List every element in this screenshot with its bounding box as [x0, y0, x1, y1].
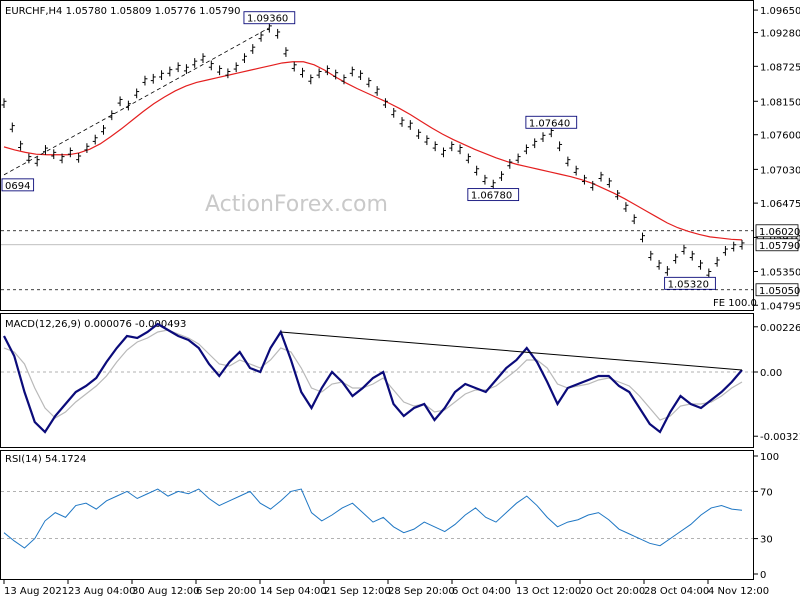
- rsi-panel-frame: [0, 450, 754, 580]
- price-annotation-label: 1.05320: [668, 279, 709, 290]
- x-axis-tick-label: 30 Aug 12:00: [132, 586, 199, 597]
- x-axis-tick-label: 4 Nov 12:00: [708, 586, 769, 597]
- current-price-label: 1.05790: [759, 241, 800, 252]
- macd-line: [3, 322, 743, 434]
- fe-label: FE 100.0: [713, 298, 757, 309]
- price-y-tick-label: 1.05350: [760, 268, 800, 279]
- price-y-tick-label: 1.09650: [760, 6, 800, 17]
- price-annotation-box: [525, 115, 578, 129]
- price-y-tick-label: 1.07030: [760, 165, 800, 176]
- rsi-y-tick-label: 100: [760, 452, 779, 463]
- price-annotation-box: [664, 276, 716, 290]
- price-level-box: [755, 224, 799, 238]
- x-axis-tick-label: 14 Sep 04:00: [260, 586, 327, 597]
- rsi-line: [3, 488, 743, 549]
- price-y-tick-label: 1.04795: [760, 301, 800, 312]
- rsi-y-tick-label: 30: [760, 535, 773, 546]
- x-axis-tick-label: 6 Sep 20:00: [196, 586, 256, 597]
- macd-signal-line: [3, 329, 743, 421]
- price-annotation-label: 1.09360: [247, 14, 288, 25]
- price-panel-frame: [0, 0, 754, 311]
- rsi-header: RSI(14) 54.1724: [5, 454, 86, 465]
- macd-y-tick-label: -0.003211: [760, 432, 800, 443]
- rsi-y-tick-label: 70: [760, 487, 773, 498]
- x-axis-tick-label: 13 Aug 2021: [4, 586, 68, 597]
- price-level-label: 1.06020: [759, 227, 800, 238]
- macd-y-tick-label: 0.00226: [760, 323, 800, 334]
- price-level-label: 1.05050: [759, 286, 800, 297]
- rsi-layer: 100 70 30 0: [1, 452, 779, 581]
- x-axis-tick-label: 23 Aug 04:00: [68, 586, 135, 597]
- price-annotation-box: [243, 11, 296, 25]
- price-layer: 1.09650 1.09280 1.08725 1.08150 1.07600 1.070…: [1, 6, 800, 312]
- price-annotation-label: 1.06780: [471, 191, 512, 202]
- price-annotation-box: [467, 188, 520, 202]
- x-axis-tick-label: 13 Oct 12:00: [516, 586, 581, 597]
- x-axis-tick-label: 28 Oct 04:00: [644, 586, 709, 597]
- price-annotation-label: 1.07640: [529, 118, 570, 129]
- macd-trendline: [280, 331, 743, 371]
- price-y-tick-label: 1.08150: [760, 97, 800, 108]
- price-annotation-box: [1, 178, 35, 192]
- price-y-tick-label: 1.09280: [760, 29, 800, 40]
- macd-layer: 0.00226 0.00 -0.003211: [1, 322, 800, 443]
- x-axis-tick-label: 20 Oct 20:00: [580, 586, 645, 597]
- x-axis-tick-label: 28 Sep 20:00: [388, 586, 455, 597]
- price-trendline: [3, 27, 270, 176]
- macd-panel-frame: [0, 313, 754, 448]
- macd-y-tick-label: 0.00: [760, 368, 782, 379]
- x-axis-tick-label: 21 Sep 12:00: [324, 586, 391, 597]
- moving-average-line: [3, 61, 743, 241]
- rsi-y-tick-label: 0: [760, 570, 766, 581]
- watermark: ActionForex.com: [205, 192, 388, 217]
- price-y-tick-label: 1.08725: [760, 62, 800, 73]
- x-axis-tick-label: 6 Oct 04:00: [452, 586, 511, 597]
- price-header: EURCHF,H4 1.05780 1.05809 1.05776 1.0579…: [5, 6, 241, 17]
- price-annotation-label: 0694: [5, 181, 30, 192]
- price-y-tick-label: 1.07600: [760, 131, 800, 142]
- macd-header: MACD(12,26,9) 0.000076 -0.000493: [5, 319, 186, 330]
- current-price-box: [755, 238, 799, 252]
- price-level-box: [755, 283, 799, 297]
- price-y-tick-label: 1.06475: [760, 199, 800, 210]
